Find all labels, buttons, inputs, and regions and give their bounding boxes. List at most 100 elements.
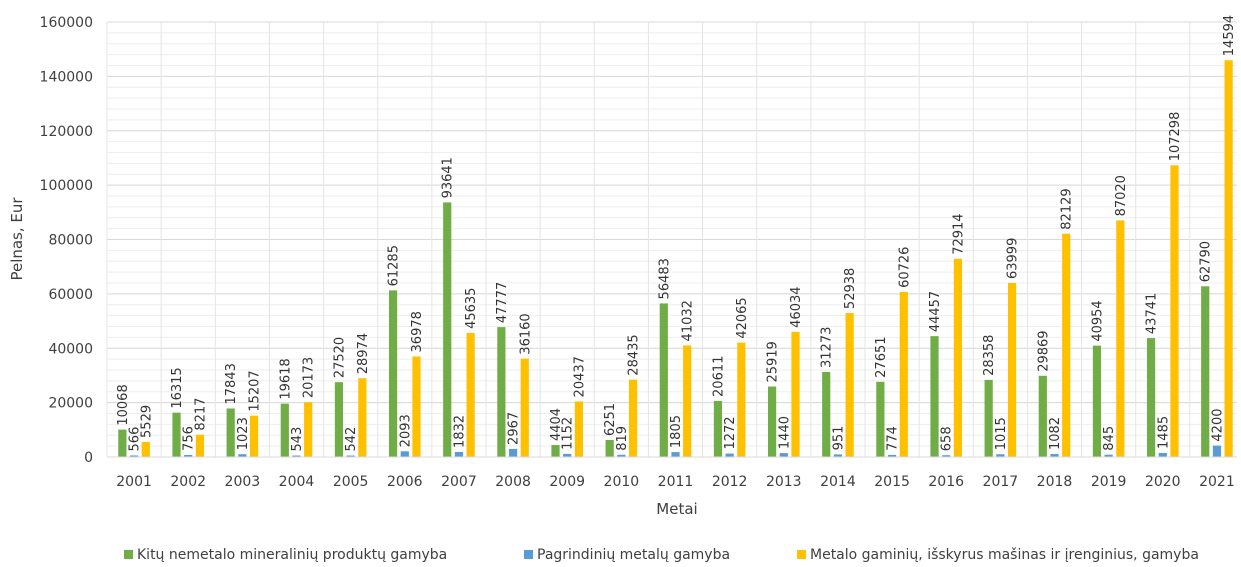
data-label: 543 xyxy=(290,427,305,452)
data-label: 1023 xyxy=(236,417,251,450)
bar xyxy=(346,455,355,457)
bar xyxy=(292,455,301,457)
y-tick-label: 100000 xyxy=(40,178,93,194)
data-label: 951 xyxy=(831,426,846,451)
bar xyxy=(767,386,777,457)
y-axis: 0 20000 40000 60000 80000 100000 120000 140000 1… xyxy=(40,15,93,466)
gridlines xyxy=(106,21,1237,458)
x-tick-label: 2014 xyxy=(820,474,856,490)
bar xyxy=(184,454,193,457)
data-label: 20611 xyxy=(711,356,726,397)
bar xyxy=(497,327,506,457)
data-label: 20173 xyxy=(302,357,317,398)
data-label: 29869 xyxy=(1036,330,1051,371)
bar xyxy=(1050,454,1059,457)
bar xyxy=(1224,60,1233,458)
bar xyxy=(791,331,800,457)
data-label: 756 xyxy=(182,426,197,451)
bar xyxy=(551,445,560,457)
x-tick-label: 2019 xyxy=(1091,474,1127,490)
data-label: 14594 xyxy=(1222,15,1237,56)
data-label: 566 xyxy=(128,427,143,452)
data-label: 8217 xyxy=(193,398,208,431)
data-label: 1485 xyxy=(1156,416,1171,449)
bar xyxy=(400,451,409,457)
bar xyxy=(141,441,150,457)
bar xyxy=(887,454,897,457)
data-label: 42065 xyxy=(735,297,750,338)
bar xyxy=(226,408,235,457)
x-tick-label: 2008 xyxy=(495,474,531,490)
legend-label: Kitų nemetalo mineralinių produktų gamyb… xyxy=(137,547,447,563)
bar xyxy=(899,291,908,457)
bar xyxy=(1170,165,1179,457)
x-tick-label: 2017 xyxy=(983,474,1019,490)
data-label: 4200 xyxy=(1210,408,1225,441)
x-tick-label: 2005 xyxy=(333,474,369,490)
data-label: 25919 xyxy=(766,341,781,382)
y-tick-label: 0 xyxy=(84,450,93,466)
data-label: 60726 xyxy=(897,247,912,288)
bar xyxy=(443,202,452,457)
y-tick-label: 40000 xyxy=(48,341,93,357)
x-tick-label: 2021 xyxy=(1199,474,1235,490)
bar xyxy=(334,382,344,457)
data-label: 28974 xyxy=(356,333,371,374)
x-tick-label: 2020 xyxy=(1145,474,1181,490)
legend-swatch xyxy=(124,550,133,559)
bar xyxy=(574,401,584,457)
y-tick-label: 20000 xyxy=(48,396,93,412)
data-label: 15207 xyxy=(248,370,263,411)
x-tick-label: 2010 xyxy=(604,474,640,490)
bar xyxy=(1104,454,1113,457)
x-tick-label: 2004 xyxy=(279,474,315,490)
bar xyxy=(737,342,746,457)
data-label: 63999 xyxy=(1006,238,1021,279)
data-label: 542 xyxy=(344,427,359,452)
bar xyxy=(195,434,205,457)
data-label: 1015 xyxy=(994,417,1009,450)
data-label: 28435 xyxy=(627,334,642,375)
data-label: 36978 xyxy=(410,311,425,352)
data-label: 82129 xyxy=(1060,188,1075,229)
x-tick-label: 2006 xyxy=(387,474,423,490)
bars xyxy=(118,60,1233,458)
bar xyxy=(659,303,668,457)
legend: Kitų nemetalo mineralinių produktų gamyb… xyxy=(124,547,1199,563)
x-axis-title: Metai xyxy=(656,500,697,518)
data-label: 72914 xyxy=(951,213,966,254)
data-label: 1152 xyxy=(561,417,576,450)
y-tick-label: 140000 xyxy=(40,69,93,85)
x-tick-label: 2018 xyxy=(1037,474,1073,490)
bar xyxy=(683,345,692,457)
data-label: 47777 xyxy=(495,282,510,323)
bar xyxy=(930,336,939,457)
legend-label: Metalo gaminių, išskyrus mašinas ir įren… xyxy=(810,547,1199,563)
bar xyxy=(1201,286,1210,457)
bar xyxy=(563,453,572,457)
data-label: 36160 xyxy=(518,313,533,354)
bar xyxy=(358,378,367,457)
data-label: 45635 xyxy=(464,288,479,329)
bar xyxy=(833,454,843,457)
bar xyxy=(996,454,1005,457)
bar xyxy=(779,453,788,457)
bar xyxy=(238,454,247,457)
bar xyxy=(280,403,289,457)
x-tick-label: 2007 xyxy=(441,474,477,490)
bar xyxy=(671,452,680,457)
bar xyxy=(118,429,127,457)
y-tick-label: 80000 xyxy=(48,233,93,249)
data-label: 44457 xyxy=(928,291,943,332)
data-label: 20437 xyxy=(572,356,587,397)
bar xyxy=(1007,283,1017,457)
bar xyxy=(876,381,885,457)
data-label: 4404 xyxy=(549,408,564,441)
x-tick-label: 2001 xyxy=(116,474,152,490)
bar xyxy=(713,400,723,457)
bar xyxy=(845,313,854,457)
bar xyxy=(1092,345,1102,457)
y-tick-label: 120000 xyxy=(40,124,93,140)
bar xyxy=(508,448,518,457)
